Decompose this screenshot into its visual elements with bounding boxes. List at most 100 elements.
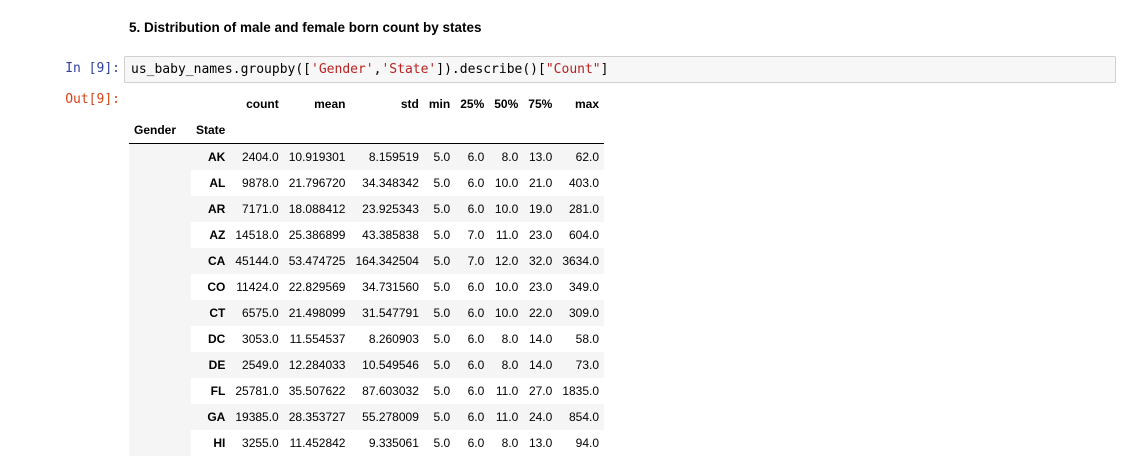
state-index-cell: AL bbox=[209, 176, 226, 190]
table-cell: 604.0 bbox=[568, 228, 600, 242]
table-cell: 43.385838 bbox=[362, 228, 419, 242]
header-filler bbox=[230, 117, 284, 144]
table-row: AR 7171.0 18.088412 23.925343 5.0 6.0 10.0 19.0… bbox=[129, 196, 605, 222]
table-cell: 25781.0 bbox=[235, 384, 279, 398]
header-filler bbox=[283, 117, 351, 144]
table-cell: 21.0 bbox=[528, 176, 553, 190]
code-token: us_baby_names.groupby([ bbox=[131, 62, 312, 77]
table-cell: 34.731560 bbox=[362, 280, 419, 294]
table-cell: 19.0 bbox=[523, 196, 558, 222]
table-cell: 11.554537 bbox=[289, 332, 346, 346]
table-cell: 24.0 bbox=[523, 404, 558, 430]
table-row: DE 2549.0 12.284033 10.549546 5.0 6.0 8.0 14.0 7… bbox=[129, 352, 605, 378]
gender-index-cell bbox=[129, 143, 191, 456]
table-cell: 8.0 bbox=[489, 143, 524, 170]
code-token: , bbox=[373, 62, 382, 77]
code-string-token: 'Gender' bbox=[311, 62, 374, 77]
table-row: CA 45144.0 53.474725 164.342504 5.0 7.0 12.0 32… bbox=[129, 248, 605, 274]
column-header: min bbox=[428, 97, 451, 111]
table-cell: 5.0 bbox=[423, 248, 456, 274]
table-cell: 8.0 bbox=[501, 332, 519, 346]
table-cell: 6.0 bbox=[455, 143, 490, 170]
table-cell: 73.0 bbox=[557, 352, 605, 378]
column-header: count bbox=[246, 97, 279, 111]
table-cell: 55.278009 bbox=[350, 404, 424, 430]
index-spacer bbox=[191, 91, 230, 117]
table-cell: 403.0 bbox=[568, 176, 600, 190]
table-row: AK 2404.0 10.919301 8.159519 5.0 6.0 8.0 13.0 62… bbox=[129, 143, 605, 456]
table-cell: 5.0 bbox=[433, 280, 451, 294]
code-token: ] bbox=[600, 62, 609, 77]
table-cell: 5.0 bbox=[433, 228, 451, 242]
table-cell: 10.0 bbox=[494, 280, 519, 294]
table-cell: 25.386899 bbox=[288, 228, 346, 242]
state-index-cell: FL bbox=[210, 384, 226, 398]
table-cell: 9878.0 bbox=[242, 176, 279, 190]
table-cell: 6.0 bbox=[467, 384, 485, 398]
header-filler bbox=[350, 117, 424, 144]
table-cell: 21.796720 bbox=[288, 176, 346, 190]
header-filler bbox=[523, 117, 558, 144]
table-cell: 7.0 bbox=[455, 248, 490, 274]
table-row: CO 11424.0 22.829569 34.731560 5.0 6.0 10.0 23.… bbox=[129, 274, 604, 300]
table-cell: 35.507622 bbox=[288, 384, 346, 398]
table-cell: 3053.0 bbox=[242, 332, 279, 346]
table-cell: 6.0 bbox=[455, 196, 490, 222]
column-header: mean bbox=[314, 97, 346, 111]
table-cell: 8.0 bbox=[501, 436, 519, 450]
table-cell: 9.335061 bbox=[368, 436, 419, 450]
table-cell: 1835.0 bbox=[562, 384, 600, 398]
output-prompt: Out[9]: bbox=[65, 92, 120, 107]
table-cell: 14.0 bbox=[523, 352, 558, 378]
table-cell: 34.348342 bbox=[362, 176, 419, 190]
column-header: max bbox=[574, 97, 600, 111]
state-index-cell: CA bbox=[191, 248, 231, 274]
table-cell: 45144.0 bbox=[230, 248, 284, 274]
table-cell: 14518.0 bbox=[235, 228, 279, 242]
section-heading: 5. Distribution of male and female born … bbox=[129, 20, 482, 35]
table-row: CT 6575.0 21.498099 31.547791 5.0 6.0 10.0 22.0… bbox=[129, 300, 605, 326]
table-cell: 10.0 bbox=[489, 196, 524, 222]
table-cell: 5.0 bbox=[433, 384, 451, 398]
table-cell: 8.260903 bbox=[368, 332, 419, 346]
table-cell: 6.0 bbox=[467, 176, 485, 190]
table-cell: 7.0 bbox=[467, 228, 485, 242]
table-cell: 53.474725 bbox=[283, 248, 351, 274]
table-cell: 10.919301 bbox=[283, 143, 351, 170]
table-cell: 2404.0 bbox=[230, 143, 284, 170]
table-cell: 62.0 bbox=[557, 143, 605, 170]
table-cell: 18.088412 bbox=[283, 196, 351, 222]
table-cell: 22.829569 bbox=[288, 280, 346, 294]
table-cell: 5.0 bbox=[423, 352, 456, 378]
index-names-row: Gender State bbox=[129, 117, 605, 144]
table-cell: 10.549546 bbox=[350, 352, 424, 378]
header-filler bbox=[557, 117, 605, 144]
table-cell: 349.0 bbox=[568, 280, 600, 294]
table-cell: 28.353727 bbox=[283, 404, 351, 430]
table-cell: 13.0 bbox=[528, 436, 553, 450]
table-row: HI 3255.0 11.452842 9.335061 5.0 6.0 8.0 13.0 94… bbox=[129, 430, 604, 456]
state-index-cell: HI bbox=[213, 436, 226, 450]
column-header: 25% bbox=[460, 97, 485, 111]
code-string-token: "Count" bbox=[545, 62, 601, 77]
column-header: 75% bbox=[528, 97, 553, 111]
state-index-cell: DC bbox=[208, 332, 226, 346]
table-cell: 8.0 bbox=[489, 352, 524, 378]
table-cell: 27.0 bbox=[528, 384, 553, 398]
table-cell: 11.0 bbox=[495, 228, 519, 242]
table-cell: 11.452842 bbox=[289, 436, 346, 450]
table-row: FL 25781.0 35.507622 87.603032 5.0 6.0 11.0 27.… bbox=[129, 378, 604, 404]
state-index-cell: AK bbox=[191, 143, 231, 170]
state-index-cell: AZ bbox=[209, 228, 226, 242]
table-cell: 12.284033 bbox=[283, 352, 351, 378]
table-cell: 6.0 bbox=[455, 404, 490, 430]
table-row: DC 3053.0 11.554537 8.260903 5.0 6.0 8.0 14.0 58… bbox=[129, 326, 604, 352]
code-input-cell[interactable]: us_baby_names.groupby(['Gender','State']… bbox=[124, 56, 1116, 83]
table-cell: 309.0 bbox=[557, 300, 605, 326]
input-prompt: In [9]: bbox=[65, 61, 120, 76]
table-cell: 2549.0 bbox=[230, 352, 284, 378]
table-cell: 10.0 bbox=[494, 176, 519, 190]
table-cell: 5.0 bbox=[433, 436, 451, 450]
header-filler bbox=[423, 117, 456, 144]
table-cell: 164.342504 bbox=[350, 248, 424, 274]
